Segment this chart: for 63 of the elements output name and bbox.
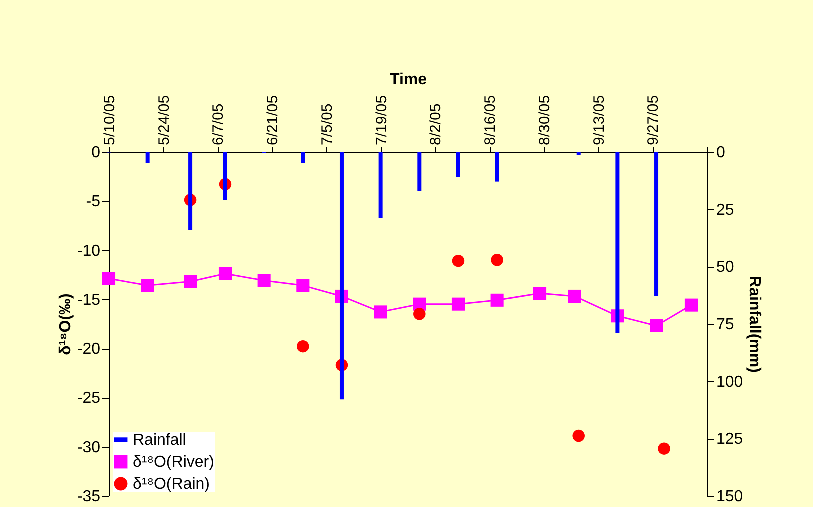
bar (378, 152, 383, 219)
legend-label: Rainfall (133, 432, 186, 449)
point (491, 254, 504, 266)
x-tick-label: 7/19/05 (373, 95, 390, 146)
y-axis-title: δ¹⁸O(‰) (57, 294, 74, 356)
bar (146, 152, 150, 164)
x-axis-title: Time (390, 71, 428, 88)
y-tick-label: -5 (86, 194, 101, 211)
y2-tick-label: 75 (716, 316, 734, 334)
y2-axis-title: Rainfall(mm) (746, 276, 764, 373)
point (218, 267, 232, 280)
point (374, 306, 388, 319)
point (184, 275, 198, 288)
bar (495, 152, 500, 182)
y2-tick-label: 100 (716, 374, 744, 391)
point (658, 442, 670, 455)
y-tick-label: -15 (77, 292, 101, 309)
bar (340, 152, 344, 400)
y-tick-label: -20 (77, 341, 101, 358)
x-tick-label: 9/13/05 (590, 95, 608, 146)
bar (223, 152, 228, 200)
x-tick-label: 7/5/05 (318, 104, 336, 146)
x-tick-label: 8/30/05 (536, 95, 554, 146)
x-tick-label: 6/7/05 (210, 104, 228, 146)
x-tick-label: 5/24/05 (156, 95, 173, 146)
legend-label: δ¹⁸O(River) (133, 454, 214, 471)
x-tick-label: 9/27/05 (645, 95, 662, 146)
x-tick-label: 5/10/05 (102, 95, 118, 146)
bar (456, 152, 460, 178)
y2-tick-label: 125 (716, 431, 744, 448)
y-tick-label: -25 (77, 390, 101, 408)
point (452, 254, 465, 268)
y2-tick-label: 150 (716, 488, 744, 506)
x-tick-label: 6/21/05 (264, 95, 282, 146)
y2-tick-label: 50 (716, 259, 734, 276)
point (102, 272, 116, 286)
x-tick-label: 8/16/05 (482, 95, 500, 146)
y-tick-label: -30 (77, 439, 101, 456)
point (258, 274, 271, 288)
point (684, 298, 698, 312)
point (568, 290, 582, 303)
y-tick-label: -10 (77, 242, 101, 260)
bar (301, 152, 306, 164)
y-tick-label: -35 (77, 488, 101, 506)
bar (654, 152, 659, 296)
bar (616, 152, 620, 334)
point (534, 287, 547, 300)
point (414, 308, 426, 320)
bar (188, 152, 193, 230)
point (490, 294, 504, 307)
point (452, 298, 465, 311)
point (296, 279, 310, 292)
point (297, 340, 310, 353)
point (650, 319, 664, 332)
legend-label: δ¹⁸O(Rain) (133, 476, 210, 493)
bar (418, 152, 422, 191)
point (141, 279, 154, 292)
x-tick-label: 8/2/05 (428, 104, 445, 146)
bar (576, 152, 581, 156)
y-tick-label: 0 (92, 144, 101, 162)
y2-tick-label: 25 (716, 202, 734, 219)
point (572, 430, 585, 442)
y2-tick-label: 0 (716, 144, 726, 162)
